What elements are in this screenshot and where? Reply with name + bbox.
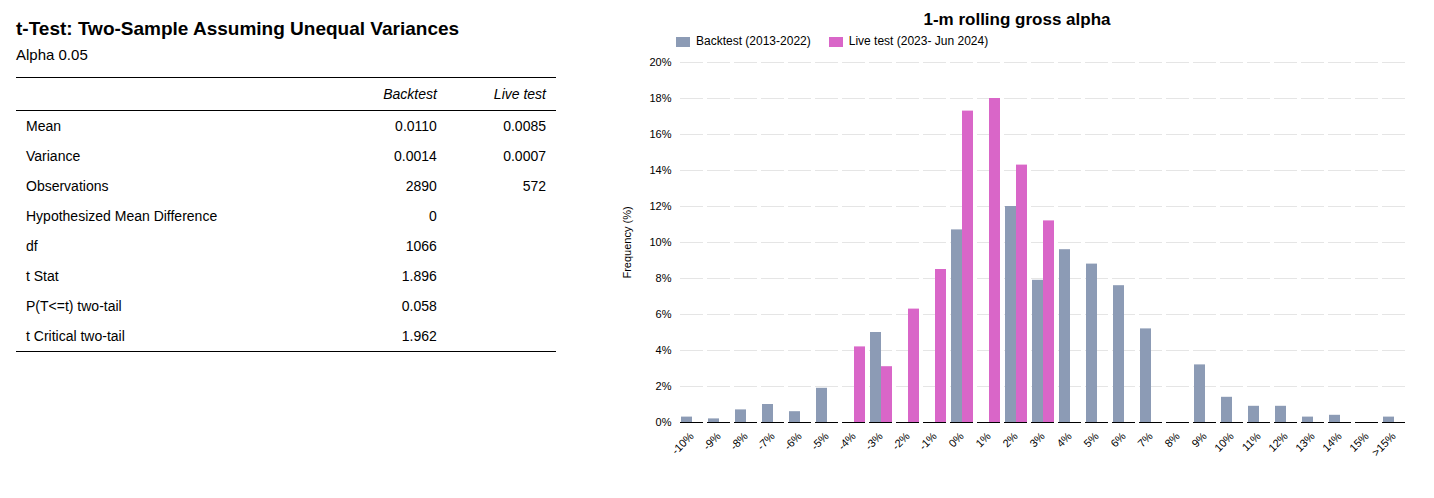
svg-text:-6%: -6% (782, 430, 804, 452)
svg-text:0%: 0% (946, 430, 966, 450)
svg-text:2%: 2% (1000, 430, 1020, 450)
html-text:1-m rolling gross alpha: 1-m rolling gross alpha (923, 10, 1111, 29)
svg-text:-10%: -10% (669, 430, 696, 457)
html-text:Mean: Mean (26, 118, 61, 134)
html-text:0.0007: 0.0007 (503, 148, 546, 164)
svg-text:-7%: -7% (755, 430, 777, 452)
svg-text:10%: 10% (1212, 430, 1236, 454)
html-text:df: df (26, 238, 38, 254)
html-text:1.896: 1.896 (401, 268, 437, 284)
html-text:Live test: Live test (493, 86, 546, 102)
svg-text:-2%: -2% (890, 430, 912, 452)
html-text:Backtest: Backtest (383, 86, 437, 102)
html-text:Hypothesized Mean Difference: Hypothesized Mean Difference (26, 208, 218, 224)
html-text:P(T<=t) two-tail: P(T<=t) two-tail (26, 298, 122, 314)
svg-text:>15%: >15% (1369, 430, 1398, 459)
svg-text:12%: 12% (649, 200, 671, 212)
svg-text:14%: 14% (1320, 430, 1344, 454)
html-text:Alpha 0.05: Alpha 0.05 (16, 46, 88, 63)
svg-text:10%: 10% (649, 236, 671, 248)
svg-text:2%: 2% (656, 380, 672, 392)
svg-text:0%: 0% (656, 416, 672, 428)
svg-text:16%: 16% (649, 128, 671, 140)
html-text:2890: 2890 (405, 178, 437, 194)
html-text:0.0014: 0.0014 (394, 148, 437, 164)
html-text:t Critical two-tail: t Critical two-tail (26, 328, 125, 344)
svg-text:8%: 8% (1162, 430, 1182, 450)
svg-text:4%: 4% (656, 344, 672, 356)
svg-text:14%: 14% (649, 164, 671, 176)
svg-text:3%: 3% (1027, 430, 1047, 450)
svg-text:12%: 12% (1266, 430, 1290, 454)
html-text:t-Test: Two-Sample Assuming Un: t-Test: Two-Sample Assuming Unequal Vari… (16, 18, 460, 39)
svg-text:20%: 20% (649, 56, 671, 68)
html-text:Live test (2023- Jun 2024): Live test (2023- Jun 2024) (848, 34, 989, 48)
svg-text:1%: 1% (973, 430, 993, 450)
html-text:t Stat: t Stat (26, 268, 59, 284)
svg-text:-3%: -3% (863, 430, 885, 452)
svg-text:-1%: -1% (917, 430, 939, 452)
html-text:572: 572 (522, 178, 546, 194)
svg-text:7%: 7% (1135, 430, 1155, 450)
html-text:0.058: 0.058 (401, 298, 437, 314)
svg-text:5%: 5% (1081, 430, 1101, 450)
svg-text:-4%: -4% (836, 430, 858, 452)
svg-text:4%: 4% (1054, 430, 1074, 450)
svg-text:Frequency (%): Frequency (%) (621, 206, 633, 278)
svg-text:13%: 13% (1293, 430, 1317, 454)
svg-text:-9%: -9% (701, 430, 723, 452)
svg-text:6%: 6% (656, 308, 672, 320)
html-text:Backtest (2013-2022): Backtest (2013-2022) (696, 34, 811, 48)
svg-text:6%: 6% (1108, 430, 1128, 450)
svg-text:8%: 8% (656, 272, 672, 284)
svg-text:-5%: -5% (809, 430, 831, 452)
html-text:0.0085: 0.0085 (503, 118, 546, 134)
svg-text:18%: 18% (649, 92, 671, 104)
html-text:0: 0 (429, 208, 437, 224)
svg-text:-8%: -8% (728, 430, 750, 452)
svg-text:15%: 15% (1347, 430, 1371, 454)
html-text:0.0110: 0.0110 (395, 118, 437, 134)
svg-text:9%: 9% (1189, 430, 1209, 450)
html-text:Variance: Variance (26, 148, 81, 164)
svg-text:11%: 11% (1239, 430, 1263, 454)
html-text:1.962: 1.962 (401, 328, 437, 344)
html-text:1066: 1066 (405, 238, 437, 254)
html-text:Observations: Observations (26, 178, 109, 194)
